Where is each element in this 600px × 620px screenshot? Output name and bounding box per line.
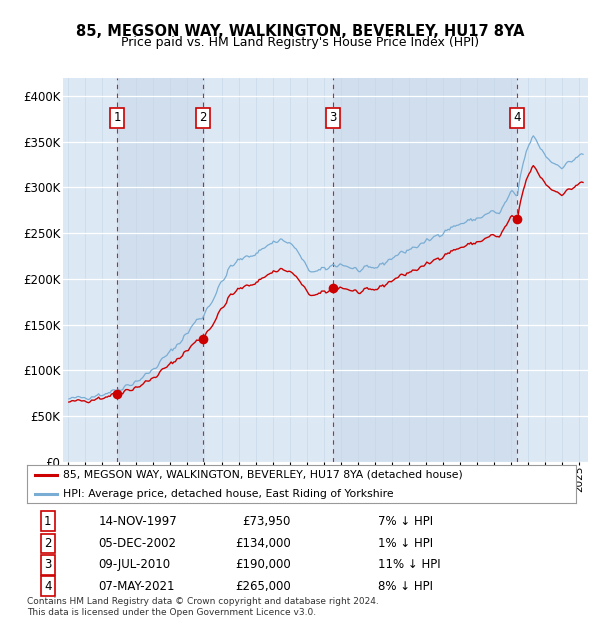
Text: Contains HM Land Registry data © Crown copyright and database right 2024.
This d: Contains HM Land Registry data © Crown c… bbox=[27, 598, 379, 617]
Text: 09-JUL-2010: 09-JUL-2010 bbox=[98, 558, 170, 571]
Text: 14-NOV-1997: 14-NOV-1997 bbox=[98, 515, 177, 528]
Text: 4: 4 bbox=[44, 580, 52, 593]
Text: 11% ↓ HPI: 11% ↓ HPI bbox=[379, 558, 441, 571]
Text: £134,000: £134,000 bbox=[235, 537, 290, 550]
Text: 7% ↓ HPI: 7% ↓ HPI bbox=[379, 515, 433, 528]
Text: 1% ↓ HPI: 1% ↓ HPI bbox=[379, 537, 433, 550]
Text: £73,950: £73,950 bbox=[242, 515, 290, 528]
Text: 85, MEGSON WAY, WALKINGTON, BEVERLEY, HU17 8YA (detached house): 85, MEGSON WAY, WALKINGTON, BEVERLEY, HU… bbox=[62, 469, 463, 480]
Text: £265,000: £265,000 bbox=[235, 580, 290, 593]
Text: HPI: Average price, detached house, East Riding of Yorkshire: HPI: Average price, detached house, East… bbox=[62, 489, 394, 499]
Text: 8% ↓ HPI: 8% ↓ HPI bbox=[379, 580, 433, 593]
Text: 3: 3 bbox=[44, 558, 52, 571]
Text: 1: 1 bbox=[44, 515, 52, 528]
Text: 85, MEGSON WAY, WALKINGTON, BEVERLEY, HU17 8YA: 85, MEGSON WAY, WALKINGTON, BEVERLEY, HU… bbox=[76, 24, 524, 38]
Text: 07-MAY-2021: 07-MAY-2021 bbox=[98, 580, 175, 593]
Bar bbox=[117, 78, 203, 462]
Text: £190,000: £190,000 bbox=[235, 558, 290, 571]
Text: 4: 4 bbox=[514, 112, 521, 125]
Bar bbox=[332, 78, 517, 462]
Text: Price paid vs. HM Land Registry's House Price Index (HPI): Price paid vs. HM Land Registry's House … bbox=[121, 36, 479, 49]
Text: 1: 1 bbox=[113, 112, 121, 125]
Text: 3: 3 bbox=[329, 112, 337, 125]
Text: 2: 2 bbox=[199, 112, 207, 125]
Text: 2: 2 bbox=[44, 537, 52, 550]
Text: 05-DEC-2002: 05-DEC-2002 bbox=[98, 537, 176, 550]
